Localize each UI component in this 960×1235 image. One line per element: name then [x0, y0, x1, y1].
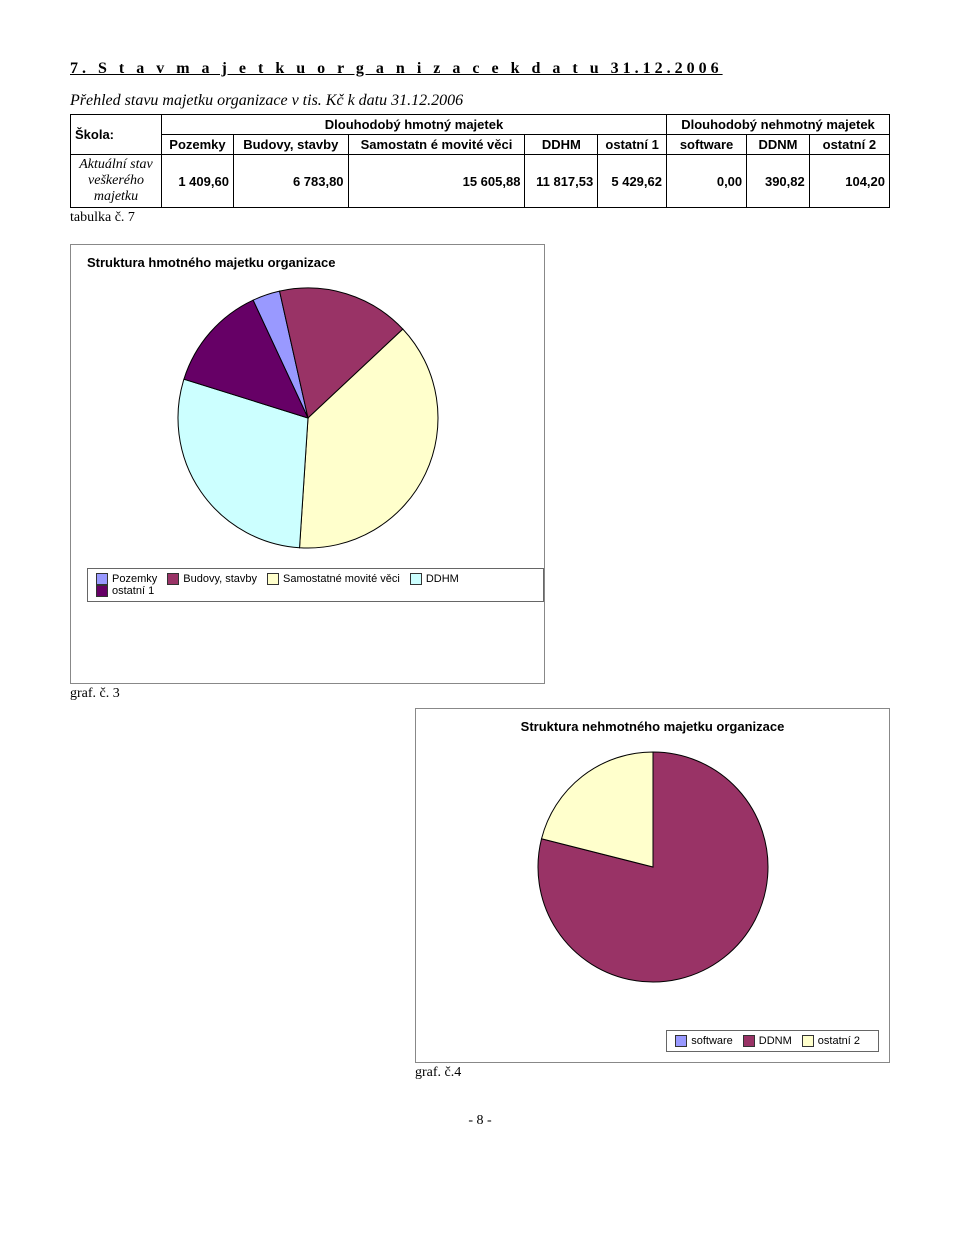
legend-swatch — [96, 573, 108, 585]
col-header: Pozemky — [162, 135, 234, 155]
col-header: software — [666, 135, 746, 155]
legend-item: Samostatné movité věci — [267, 573, 400, 585]
col-header: ostatní 2 — [809, 135, 889, 155]
table-caption: tabulka č. 7 — [70, 210, 890, 226]
col-header: Budovy, stavby — [233, 135, 348, 155]
chart-legend: Pozemky Budovy, stavby Samostatné movité v… — [87, 568, 544, 602]
legend-swatch — [267, 573, 279, 585]
legend-label: Budovy, stavby — [183, 573, 257, 585]
chart-title: Struktura hmotného majetku organizace — [71, 245, 544, 276]
cell: 0,00 — [666, 155, 746, 208]
cell: 11 817,53 — [525, 155, 598, 208]
cell: 6 783,80 — [233, 155, 348, 208]
legend-swatch — [96, 585, 108, 597]
col-header: DDNM — [747, 135, 810, 155]
legend-label: ostatní 2 — [818, 1035, 860, 1047]
legend-item: software — [675, 1035, 733, 1047]
asset-table: Škola: Dlouhodobý hmotný majetek Dlouhod… — [70, 114, 890, 208]
legend-label: Samostatné movité věci — [283, 573, 400, 585]
group2-header: Dlouhodobý nehmotný majetek — [666, 115, 889, 135]
legend-label: DDNM — [759, 1035, 792, 1047]
section-heading: 7. S t a v m a j e t k u o r g a n i z a… — [70, 60, 890, 78]
legend-label: software — [691, 1035, 733, 1047]
legend-swatch — [675, 1035, 687, 1047]
cell: 1 409,60 — [162, 155, 234, 208]
legend-label: Pozemky — [112, 573, 157, 585]
legend-item: Budovy, stavby — [167, 573, 257, 585]
group1-header: Dlouhodobý hmotný majetek — [162, 115, 667, 135]
chart-title: Struktura nehmotného majetku organizace — [416, 709, 889, 740]
col-header: DDHM — [525, 135, 598, 155]
chart-caption: graf. č. 3 — [70, 686, 890, 702]
corner-label: Škola: — [71, 115, 162, 155]
cell: 104,20 — [809, 155, 889, 208]
legend-label: DDHM — [426, 573, 459, 585]
section-subheading: Přehled stavu majetku organizace v tis. … — [70, 92, 890, 110]
chart-caption: graf. č.4 — [415, 1065, 890, 1081]
legend-swatch — [802, 1035, 814, 1047]
legend-item: ostatní 2 — [802, 1035, 860, 1047]
cell: 15 605,88 — [348, 155, 525, 208]
cell: 390,82 — [747, 155, 810, 208]
legend-item: Pozemky — [96, 573, 157, 585]
col-header: ostatní 1 — [598, 135, 667, 155]
pie-chart-icon — [174, 284, 442, 552]
legend-item: DDHM — [410, 573, 459, 585]
legend-item: DDNM — [743, 1035, 792, 1047]
pie-chart-nehmotny: Struktura nehmotného majetku organizace … — [415, 708, 890, 1063]
legend-swatch — [743, 1035, 755, 1047]
row-label: Aktuální stav veškerého majetku — [71, 155, 162, 208]
pie-chart-hmotny: Struktura hmotného majetku organizace Po… — [70, 244, 545, 684]
pie-chart-icon — [534, 748, 772, 986]
legend-label: ostatní 1 — [112, 585, 154, 597]
legend-item: ostatní 1 — [96, 585, 154, 597]
legend-swatch — [167, 573, 179, 585]
cell: 5 429,62 — [598, 155, 667, 208]
chart-legend: software DDNM ostatní 2 — [666, 1030, 879, 1052]
col-header: Samostatn é movité věci — [348, 135, 525, 155]
page-number: - 8 - — [70, 1113, 890, 1129]
legend-swatch — [410, 573, 422, 585]
